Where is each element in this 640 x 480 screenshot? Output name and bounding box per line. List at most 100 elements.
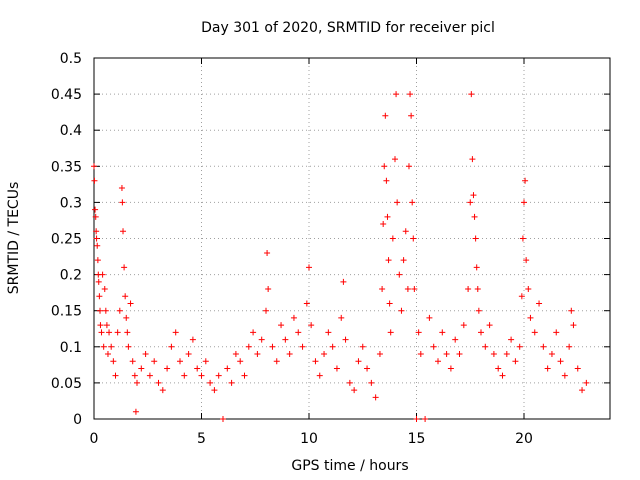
data-point (379, 286, 386, 293)
data-point (389, 235, 396, 242)
data-point (97, 307, 104, 314)
data-point (263, 307, 269, 314)
data-point (402, 228, 409, 235)
y-tick-label: 0.35 (51, 159, 82, 175)
data-point (417, 351, 424, 358)
x-tick-label: 0 (90, 431, 99, 447)
data-point (471, 213, 478, 220)
data-point (359, 343, 366, 350)
data-point (106, 329, 113, 336)
data-point (232, 351, 239, 358)
data-point (518, 293, 525, 300)
data-point (110, 358, 117, 365)
data-point (151, 358, 158, 365)
data-point (536, 300, 543, 307)
data-point (99, 271, 106, 278)
data-point (321, 351, 328, 358)
data-point (381, 163, 388, 170)
data-point (237, 358, 244, 365)
data-point (333, 365, 340, 372)
data-point (387, 329, 394, 336)
data-point (342, 336, 349, 343)
data-point (250, 329, 257, 336)
data-point (94, 257, 101, 264)
data-point (228, 379, 235, 386)
y-tick-label: 0 (73, 412, 82, 428)
data-point (138, 365, 145, 372)
y-tick-label: 0.4 (60, 123, 82, 139)
data-point (473, 264, 480, 271)
data-point (385, 257, 392, 264)
data-point (422, 416, 429, 422)
data-point (254, 351, 261, 358)
data-point (472, 235, 479, 242)
data-point (123, 314, 130, 321)
plot-frame (93, 57, 611, 420)
data-point (474, 286, 481, 293)
y-tick-label: 0.45 (51, 87, 82, 103)
data-point (299, 343, 306, 350)
data-point (198, 372, 205, 379)
data-point (574, 365, 581, 372)
data-point (286, 351, 293, 358)
data-point (392, 156, 398, 163)
data-point (372, 394, 379, 401)
data-point (129, 358, 136, 365)
data-point (316, 372, 323, 379)
data-point (114, 329, 121, 336)
data-point (364, 365, 371, 372)
data-point (120, 228, 127, 235)
data-point (124, 329, 131, 336)
data-point (382, 112, 389, 119)
data-point (132, 408, 139, 415)
data-point (486, 322, 493, 329)
data-point (185, 351, 192, 358)
data-point (168, 343, 175, 350)
data-point (568, 307, 575, 314)
y-tick-label: 0.2 (60, 268, 82, 284)
data-point (482, 343, 489, 350)
data-point (490, 351, 497, 358)
data-point (146, 372, 153, 379)
data-point (435, 358, 441, 365)
data-point (355, 358, 362, 365)
data-point (127, 300, 134, 307)
data-point (566, 343, 573, 350)
data-point (142, 351, 149, 358)
data-point (303, 300, 310, 307)
data-point (119, 199, 126, 206)
data-point (224, 365, 231, 372)
data-point (443, 351, 450, 358)
data-point (215, 372, 222, 379)
data-point (583, 379, 590, 386)
data-point (386, 300, 393, 307)
data-point (202, 358, 209, 365)
data-point (521, 199, 527, 206)
data-point (116, 307, 123, 314)
data-point (101, 286, 108, 293)
data-point (306, 264, 312, 271)
data-point (122, 293, 129, 300)
data-point (338, 314, 345, 321)
data-point (553, 329, 560, 336)
grid-lines (94, 58, 610, 419)
data-point (452, 336, 459, 343)
data-point (207, 379, 214, 386)
data-point (108, 343, 115, 350)
data-point (519, 235, 526, 242)
data-point (265, 286, 272, 293)
data-point (516, 343, 523, 350)
data-point (194, 365, 201, 372)
data-point (522, 177, 529, 184)
data-point (503, 351, 510, 358)
data-point (125, 343, 132, 350)
data-point (411, 286, 418, 293)
data-point (278, 322, 285, 329)
x-tick-label: 20 (515, 431, 533, 447)
data-point (211, 387, 218, 394)
data-point (295, 329, 302, 336)
data-point (531, 329, 538, 336)
data-point (393, 91, 400, 98)
data-point (407, 91, 414, 98)
